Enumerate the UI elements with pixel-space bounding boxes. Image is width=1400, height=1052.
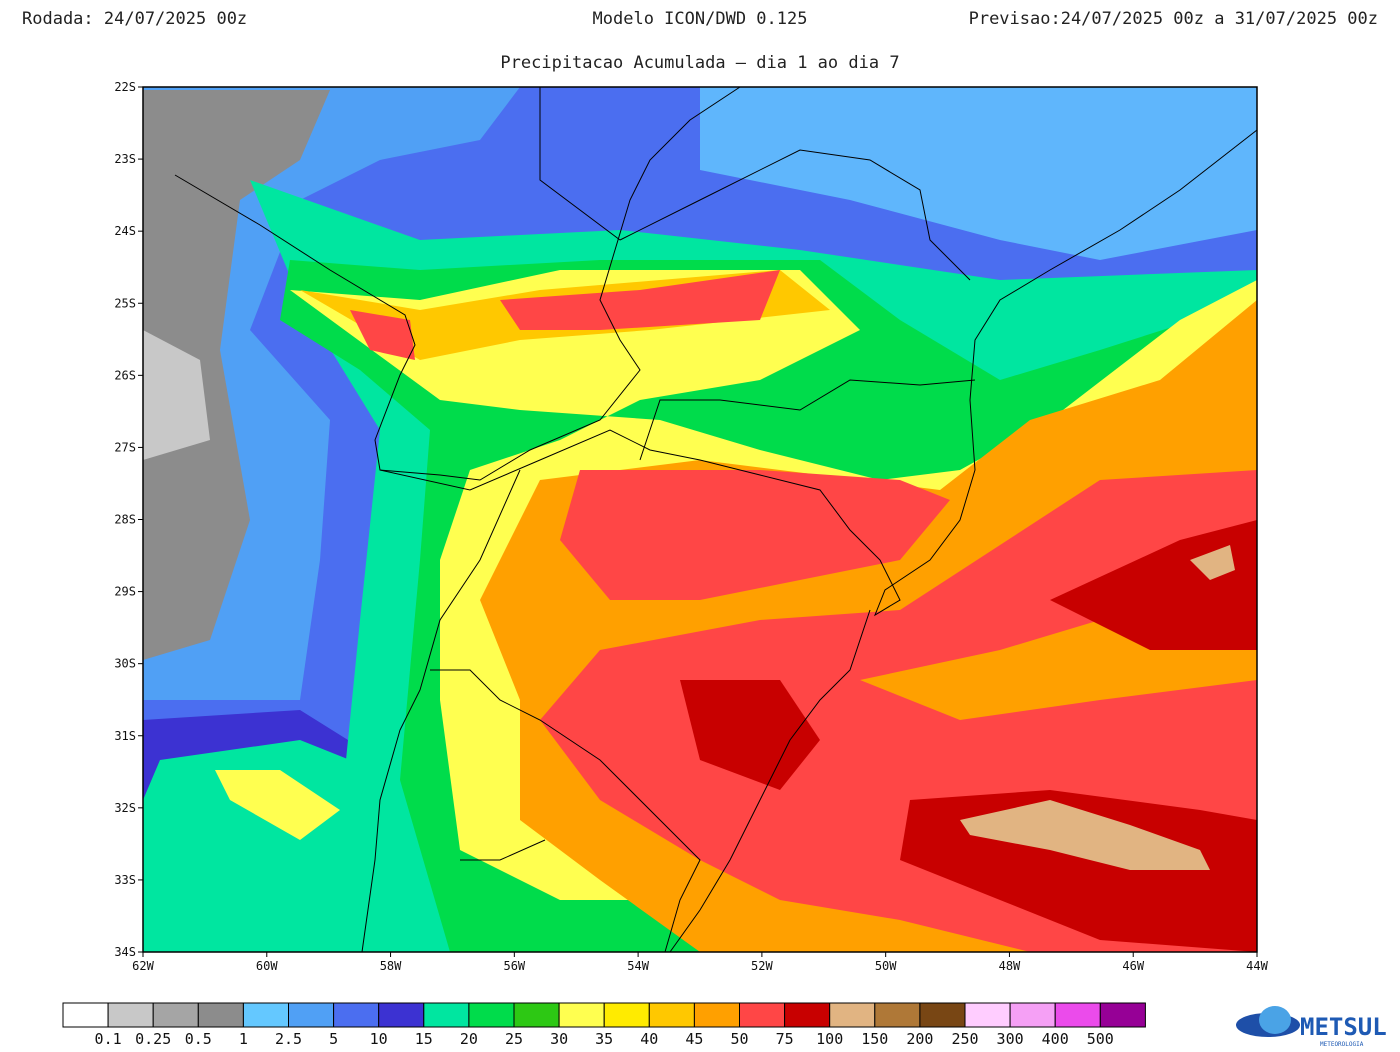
colorbar-swatch — [242, 1002, 289, 1028]
lat-label: 24S — [114, 224, 136, 238]
model-label: Modelo ICON/DWD 0.125 — [593, 9, 808, 29]
colorbar-swatch — [874, 1002, 921, 1028]
colorbar-label: 0.1 — [95, 1030, 122, 1048]
borders — [174, 86, 1258, 953]
colorbar-swatch — [333, 1002, 380, 1028]
colorbar-label: 5 — [329, 1030, 338, 1048]
colorbar-label: 300 — [997, 1030, 1024, 1048]
logo-tagline: METEOROLOGIA — [1320, 1041, 1364, 1048]
colorbar-label: 400 — [1042, 1030, 1069, 1048]
forecast-label: Previsao:24/07/2025 00z a 31/07/2025 00z — [969, 9, 1378, 29]
lat-label: 31S — [114, 729, 136, 743]
logo: METSUL METEOROLOGIA — [1236, 1006, 1387, 1048]
lat-label: 32S — [114, 801, 136, 815]
colorbar-label: 35 — [595, 1030, 613, 1048]
subtitle: Precipitacao Acumulada – dia 1 ao dia 7 — [500, 53, 899, 73]
colorbar-label: 200 — [906, 1030, 933, 1048]
colorbar-swatch — [107, 1002, 154, 1028]
colorbar-swatch — [378, 1002, 425, 1028]
colorbar-label: 100 — [816, 1030, 843, 1048]
run-label: Rodada: 24/07/2025 00z — [22, 9, 247, 29]
lat-label: 23S — [114, 152, 136, 166]
colorbar-label: 20 — [460, 1030, 478, 1048]
colorbar-swatch — [919, 1002, 966, 1028]
lon-label: 44W — [1246, 959, 1268, 973]
colorbar-swatch — [558, 1002, 605, 1028]
lon-label: 60W — [256, 959, 278, 973]
colorbar-swatch — [603, 1002, 650, 1028]
colorbar-swatch — [964, 1002, 1011, 1028]
lon-label: 52W — [751, 959, 773, 973]
colorbar-swatch — [62, 1002, 109, 1028]
lon-label: 50W — [875, 959, 897, 973]
lon-label: 54W — [627, 959, 649, 973]
lat-label: 27S — [114, 440, 136, 454]
colorbar-swatch — [288, 1002, 335, 1028]
colorbar-swatch — [784, 1002, 831, 1028]
colorbar-label: 75 — [776, 1030, 794, 1048]
lat-label: 26S — [114, 368, 136, 382]
colorbar-swatch — [513, 1002, 560, 1028]
colorbar-swatch — [693, 1002, 741, 1028]
lon-label: 46W — [1122, 959, 1144, 973]
logo-name: METSUL — [1300, 1013, 1387, 1041]
colorbar-swatch — [739, 1002, 786, 1028]
lat-label: 34S — [114, 945, 136, 959]
colorbar-label: 150 — [861, 1030, 888, 1048]
colorbar-swatch — [1099, 1002, 1146, 1028]
lat-label: 30S — [114, 657, 136, 671]
lat-label: 29S — [114, 585, 136, 599]
colorbar-label: 15 — [415, 1030, 433, 1048]
colorbar-swatch — [468, 1002, 515, 1028]
colorbar-label: 45 — [685, 1030, 703, 1048]
colorbar-label: 30 — [550, 1030, 568, 1048]
colorbar-swatch — [423, 1002, 470, 1028]
lat-label: 25S — [114, 296, 136, 310]
lon-label: 56W — [503, 959, 525, 973]
colorbar-swatch — [829, 1002, 876, 1028]
lon-label: 62W — [132, 959, 154, 973]
colorbar-label: 0.5 — [185, 1030, 212, 1048]
colorbar: 0.1 0.25 0.5 1 2.5 5 10 15 20 25 30 35 40 45 50 75 100 15… — [62, 1002, 1146, 1048]
colorbar-label: 10 — [370, 1030, 388, 1048]
colorbar-swatch — [1009, 1002, 1056, 1028]
colorbar-swatch — [197, 1002, 244, 1028]
lon-label: 48W — [999, 959, 1021, 973]
colorbar-swatch — [152, 1002, 199, 1028]
lat-label: 28S — [114, 513, 136, 527]
colorbar-label: 250 — [951, 1030, 978, 1048]
lat-label: 33S — [114, 873, 136, 887]
colorbar-swatch — [1054, 1002, 1101, 1028]
lon-label: 58W — [380, 959, 402, 973]
precip-field — [143, 87, 1257, 952]
colorbar-label: 1 — [239, 1030, 248, 1048]
colorbar-label: 25 — [505, 1030, 523, 1048]
lat-label: 22S — [114, 80, 136, 94]
colorbar-label: 500 — [1087, 1030, 1114, 1048]
colorbar-label: 50 — [730, 1030, 748, 1048]
colorbar-label: 2.5 — [275, 1030, 302, 1048]
colorbar-label: 40 — [640, 1030, 658, 1048]
colorbar-label: 0.25 — [135, 1030, 171, 1048]
colorbar-swatch — [648, 1002, 695, 1028]
ticks: 22S23S24S25S26S27S28S29S30S31S32S33S34S6… — [114, 80, 1268, 973]
